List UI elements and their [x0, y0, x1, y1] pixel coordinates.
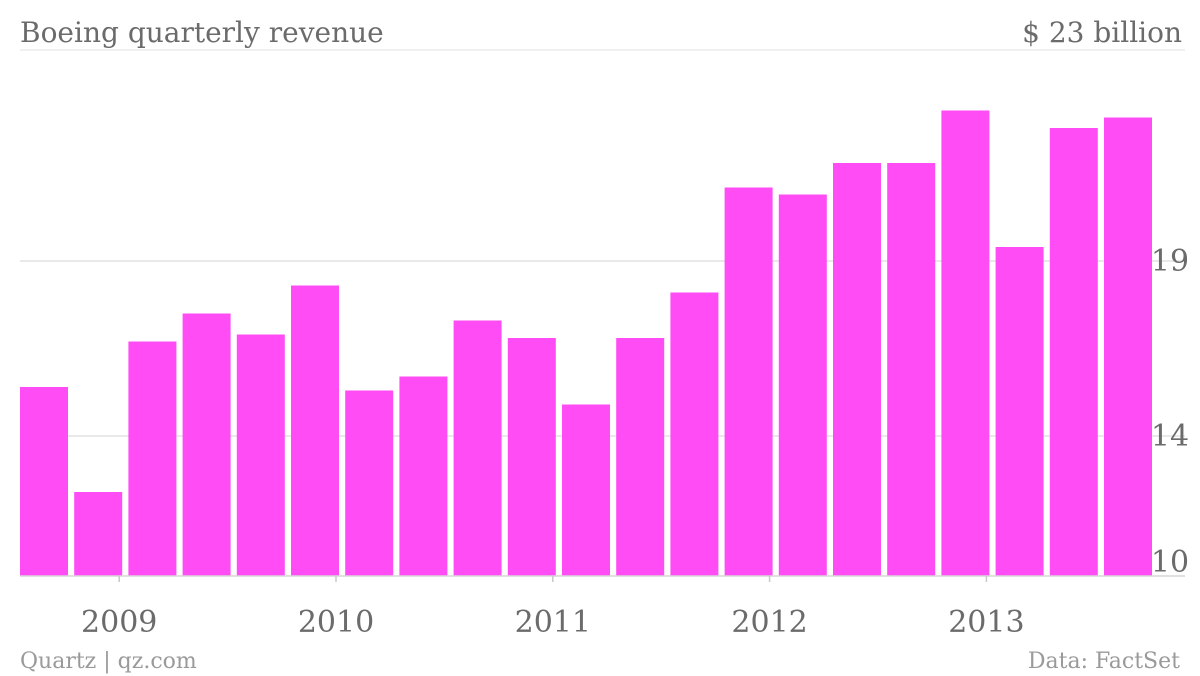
bar [887, 163, 936, 576]
bar [778, 194, 827, 576]
bar [562, 404, 610, 576]
bar [399, 376, 448, 576]
data-source: Data: FactSet [1028, 649, 1180, 674]
bar [291, 285, 339, 576]
bar [670, 292, 719, 576]
axes: 10 14 19 2009 2010 2011 2012 2013 [20, 244, 1189, 640]
bar [236, 334, 285, 576]
x-tick-label: 2013 [948, 605, 1024, 640]
bars [20, 110, 1152, 576]
bar [995, 247, 1044, 576]
bar [1104, 117, 1152, 576]
bar [507, 338, 556, 576]
x-tick-label: 2012 [731, 605, 807, 640]
source-credit: Quartz | qz.com [20, 649, 197, 674]
x-tick-label: 2009 [81, 605, 157, 640]
bar [453, 320, 502, 576]
x-tick-label: 2011 [515, 605, 591, 640]
y-axis-top-label: $ 23 billion [1022, 16, 1182, 49]
bar [1049, 128, 1098, 576]
bar [345, 390, 394, 576]
bar [724, 187, 773, 576]
y-tick-label: 10 [1151, 545, 1189, 580]
bar [182, 313, 231, 576]
y-tick-label: 14 [1151, 419, 1189, 454]
chart-title: Boeing quarterly revenue [20, 16, 384, 49]
bar [941, 110, 990, 576]
bar [20, 387, 68, 576]
bar [833, 163, 881, 576]
y-tick-label: 19 [1151, 244, 1189, 279]
x-tick-label: 2010 [298, 605, 374, 640]
bar [74, 492, 123, 576]
bar [616, 338, 665, 576]
bar [128, 341, 177, 576]
